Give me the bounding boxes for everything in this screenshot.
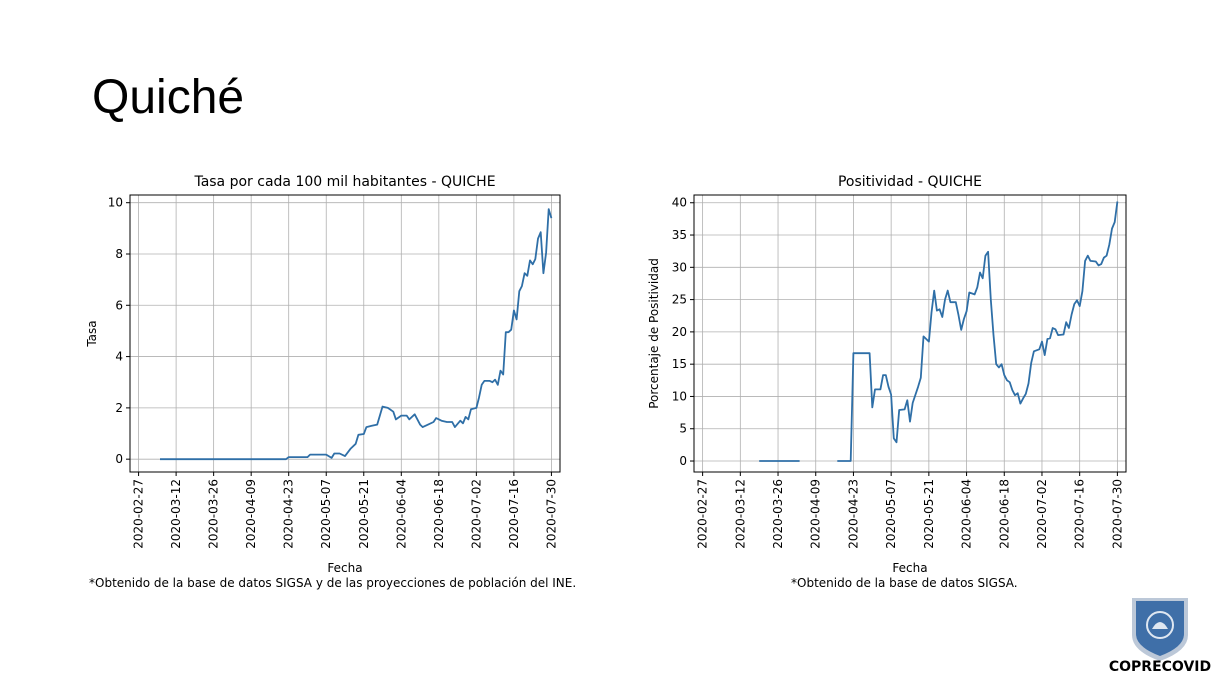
chart-title: Tasa por cada 100 mil habitantes - QUICH… bbox=[193, 174, 495, 190]
x-axis-label: Fecha bbox=[892, 561, 927, 575]
x-tick-label: 2020-04-23 bbox=[282, 479, 296, 549]
x-tick-label: 2020-05-07 bbox=[884, 479, 898, 549]
coprecovid-logo: COPRECOVID bbox=[1098, 595, 1222, 675]
y-tick-label: 25 bbox=[672, 293, 687, 307]
x-axis-label: Fecha bbox=[327, 561, 362, 575]
x-tick-label: 2020-06-18 bbox=[432, 479, 446, 549]
y-tick-label: 4 bbox=[115, 350, 123, 364]
x-tick-label: 2020-03-26 bbox=[207, 479, 221, 549]
x-tick-label: 2020-03-12 bbox=[733, 479, 747, 549]
y-tick-label: 35 bbox=[672, 228, 687, 242]
plot-frame bbox=[693, 194, 1127, 473]
y-axis-label: Tasa bbox=[85, 320, 99, 347]
y-tick-label: 0 bbox=[115, 452, 123, 466]
y-tick-label: 6 bbox=[115, 298, 123, 312]
series-line bbox=[160, 208, 553, 461]
x-tick-label: 2020-05-21 bbox=[357, 479, 371, 549]
positividad-footnote: *Obtenido de la base de datos SIGSA. bbox=[791, 576, 1018, 590]
x-tick-label: 2020-05-07 bbox=[319, 479, 333, 549]
x-tick-label: 2020-02-27 bbox=[696, 479, 710, 549]
x-tick-label: 2020-06-04 bbox=[960, 479, 974, 549]
x-tick-label: 2020-07-02 bbox=[469, 479, 483, 549]
x-tick-label: 2020-07-02 bbox=[1035, 479, 1049, 549]
x-tick-label: 2020-03-26 bbox=[771, 479, 785, 549]
logo-text: COPRECOVID bbox=[1109, 659, 1211, 675]
x-tick-label: 2020-06-04 bbox=[394, 479, 408, 549]
x-tick-label: 2020-07-16 bbox=[1073, 479, 1087, 549]
tasa-footnote: *Obtenido de la base de datos SIGSA y de… bbox=[89, 576, 577, 590]
x-tick-label: 2020-05-21 bbox=[922, 479, 936, 549]
y-tick-label: 8 bbox=[115, 247, 123, 261]
y-tick-label: 15 bbox=[672, 357, 687, 371]
y-axis-label: Porcentaje de Positividad bbox=[647, 258, 661, 409]
x-tick-label: 2020-04-09 bbox=[244, 479, 258, 549]
y-tick-label: 0 bbox=[679, 454, 687, 468]
x-tick-label: 2020-02-27 bbox=[132, 479, 146, 549]
tasa-chart: 2020-02-27 2020-03-12 2020-03-26 2020-04-09… bbox=[85, 174, 561, 575]
x-tick-label: 2020-04-23 bbox=[846, 479, 860, 549]
positividad-chart: 2020-02-27 2020-03-12 2020-03-26 2020-04-09… bbox=[647, 174, 1127, 575]
x-tick-label: 2020-07-30 bbox=[1110, 479, 1124, 549]
y-tick-label: 40 bbox=[672, 196, 687, 210]
x-tick-label: 2020-07-30 bbox=[544, 479, 558, 549]
x-tick-label: 2020-07-16 bbox=[507, 479, 521, 549]
y-tick-label: 30 bbox=[672, 260, 687, 274]
slide-title: Quiché bbox=[92, 71, 245, 124]
x-tick-label: 2020-03-12 bbox=[169, 479, 183, 549]
y-tick-label: 10 bbox=[108, 196, 123, 210]
chart-title: Positividad - QUICHE bbox=[838, 174, 982, 190]
x-tick-label: 2020-04-09 bbox=[809, 479, 823, 549]
x-tick-label: 2020-06-18 bbox=[997, 479, 1011, 549]
series-line bbox=[837, 201, 1119, 462]
shield-icon: COPRECOVID bbox=[1109, 598, 1211, 675]
y-tick-label: 20 bbox=[672, 325, 687, 339]
y-tick-label: 10 bbox=[672, 389, 687, 403]
y-tick-label: 2 bbox=[115, 401, 123, 415]
plot-frame bbox=[129, 194, 561, 473]
y-tick-label: 5 bbox=[679, 422, 687, 436]
